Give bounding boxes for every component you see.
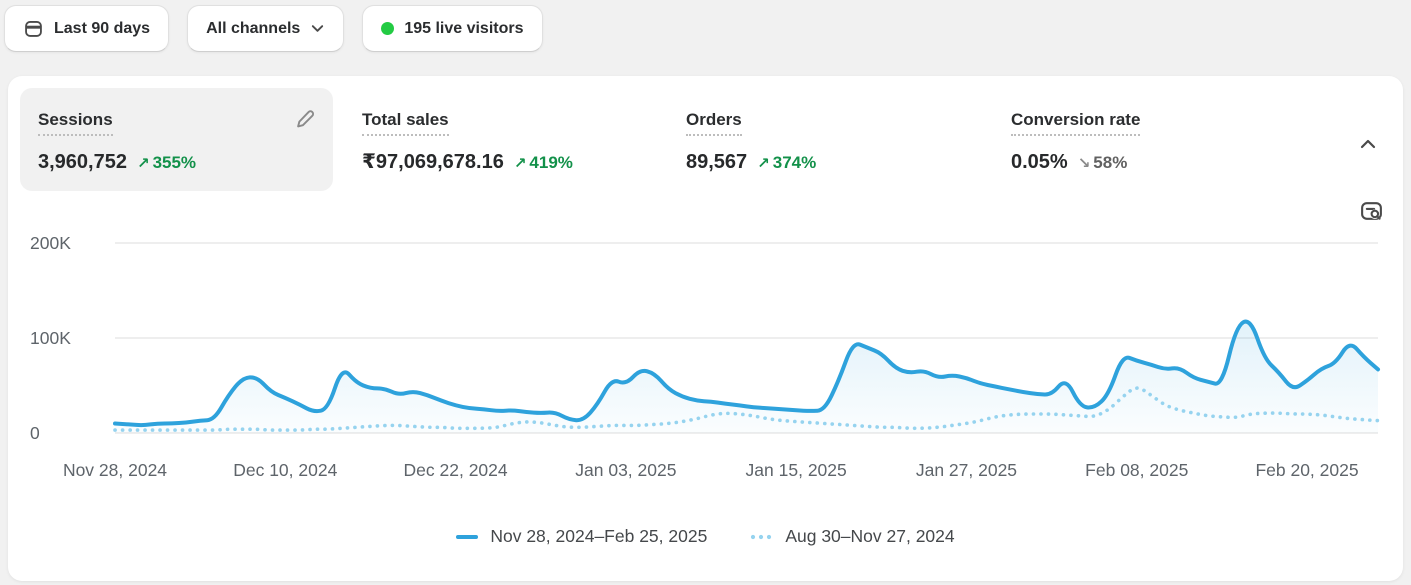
trend-down-icon: ↘: [1077, 154, 1091, 173]
pencil-icon: [296, 110, 314, 128]
metric-label: Conversion rate: [1011, 110, 1141, 137]
current-period-line: [113, 319, 1380, 428]
current-period-area: [115, 321, 1378, 433]
toolbar: Last 90 days All channels 195 live visit…: [4, 5, 543, 52]
metric-value: 0.05%: [1011, 151, 1068, 174]
edit-metric-button[interactable]: [293, 108, 317, 132]
metric-value: 89,567: [686, 151, 748, 174]
metric-orders[interactable]: Orders 89,567 ↗ 374%: [686, 110, 816, 172]
metric-delta-value: 419%: [529, 153, 573, 173]
date-range-label: Last 90 days: [54, 19, 151, 37]
dotted-line-swatch-icon: [751, 534, 772, 540]
metric-value: 3,960,752: [38, 151, 127, 174]
channel-filter-button[interactable]: All channels: [187, 5, 345, 52]
metric-delta: ↗ 419%: [514, 154, 573, 171]
inspect-data-button[interactable]: [1356, 196, 1386, 226]
live-visitors-button[interactable]: 195 live visitors: [362, 5, 543, 52]
x-axis-label: Feb 20, 2025: [1255, 460, 1359, 480]
metric-label: Sessions: [38, 110, 113, 137]
live-visitors-label: 195 live visitors: [404, 19, 524, 37]
x-axis-label: Jan 27, 2025: [915, 460, 1018, 480]
y-axis-label: 0: [30, 423, 40, 443]
metric-delta-value: 374%: [772, 153, 817, 173]
trend-up-icon: ↗: [513, 154, 527, 173]
metric-delta: ↗ 355%: [137, 154, 196, 171]
metric-delta: ↘ 58%: [1078, 154, 1128, 171]
chart-legend: Nov 28, 2024–Feb 25, 2025 Aug 30–Nov 27, …: [8, 522, 1403, 552]
y-axis-label: 200K: [30, 233, 71, 253]
legend-item-previous-period: Aug 30–Nov 27, 2024: [749, 526, 955, 547]
legend-label: Nov 28, 2024–Feb 25, 2025: [490, 526, 708, 547]
metric-conversion-rate[interactable]: Conversion rate 0.05% ↘ 58%: [1011, 110, 1141, 174]
chevron-down-icon: [312, 25, 324, 32]
calendar-icon: [25, 21, 42, 37]
metric-tile-sessions[interactable]: Sessions 3,960,752 ↗ 355%: [20, 88, 333, 191]
channel-filter-label: All channels: [206, 19, 301, 37]
metric-delta-value: 355%: [152, 153, 197, 173]
solid-line-swatch-icon: [456, 535, 479, 539]
x-axis-label: Nov 28, 2024: [62, 460, 168, 480]
x-axis-label: Feb 08, 2025: [1085, 460, 1189, 480]
x-axis-label: Jan 03, 2025: [575, 460, 677, 480]
metric-delta: ↗ 374%: [757, 154, 816, 171]
legend-item-current-period: Nov 28, 2024–Feb 25, 2025: [456, 528, 707, 546]
x-axis-label: Dec 22, 2024: [403, 460, 508, 480]
trend-up-icon: ↗: [136, 154, 150, 173]
collapse-chart-button[interactable]: [1352, 128, 1384, 160]
date-range-button[interactable]: Last 90 days: [4, 5, 170, 52]
metric-label: Total sales: [362, 110, 449, 137]
y-axis-label: 100K: [30, 328, 71, 348]
chevron-up-icon: [1360, 139, 1376, 149]
previous-period-line: [113, 386, 1380, 432]
live-indicator-dot: [381, 22, 395, 35]
trend-up-icon: ↗: [757, 154, 770, 173]
metric-label: Orders: [686, 110, 742, 137]
magnifier-document-icon: [1360, 201, 1382, 220]
x-axis-label: Dec 10, 2024: [233, 460, 338, 480]
analytics-card: Sessions 3,960,752 ↗ 355% Total sales ₹9…: [8, 76, 1403, 581]
metric-delta-value: 58%: [1093, 153, 1128, 173]
legend-label: Aug 30–Nov 27, 2024: [785, 526, 955, 547]
x-axis-label: Jan 15, 2025: [745, 460, 847, 480]
metric-total-sales[interactable]: Total sales ₹97,069,678.16 ↗ 419%: [362, 110, 573, 172]
metric-value: ₹97,069,678.16: [362, 151, 504, 174]
